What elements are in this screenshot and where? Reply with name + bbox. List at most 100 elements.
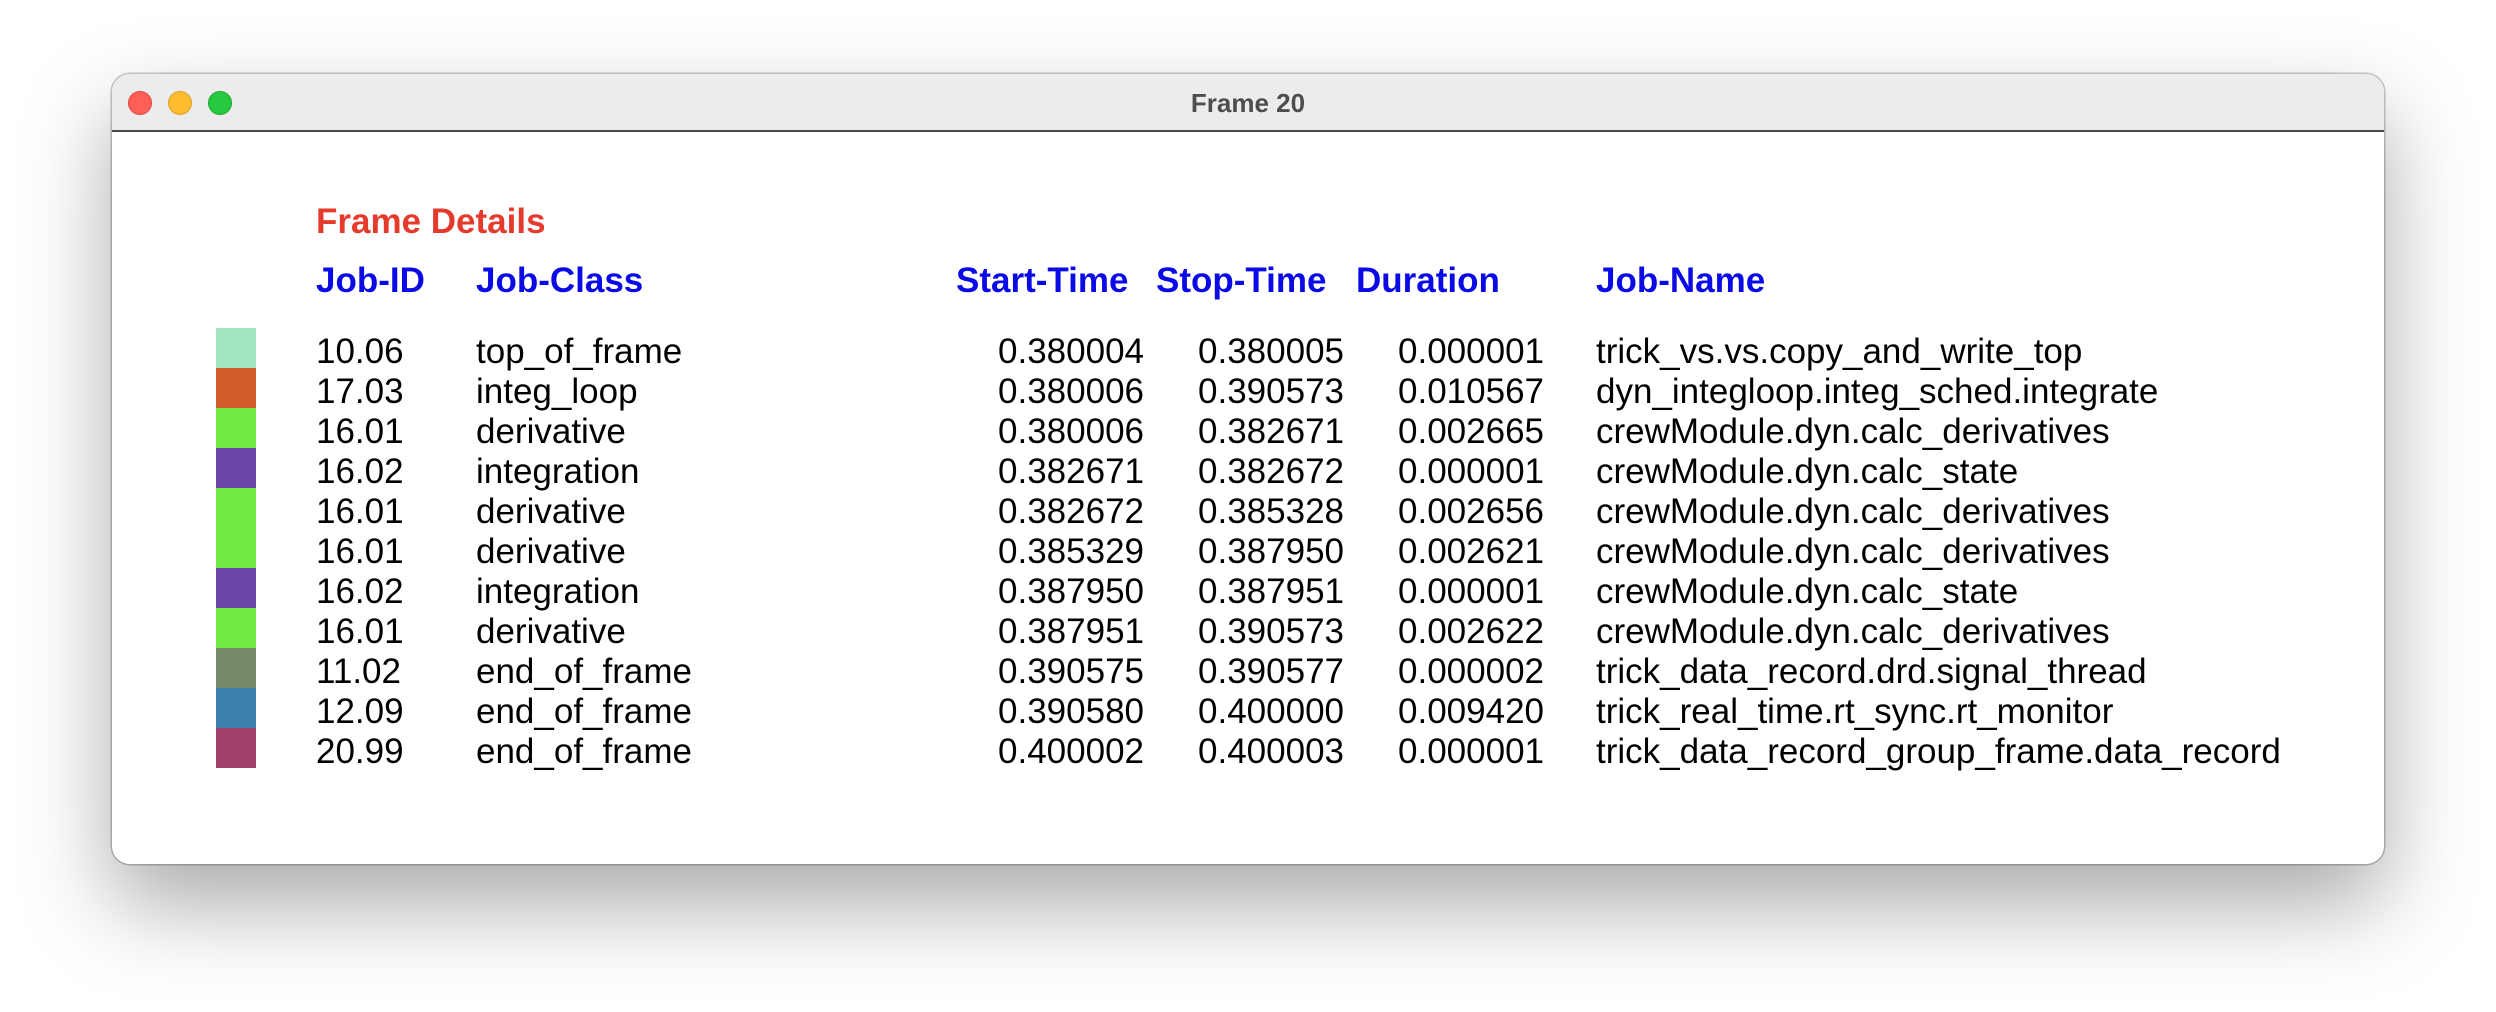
stop-time-cell: 0.380005 bbox=[1198, 332, 1344, 371]
job-name-cell: crewModule.dyn.calc_state bbox=[1596, 452, 2019, 491]
job-class-cell: end_of_frame bbox=[476, 652, 692, 691]
job-id-cell: 16.01 bbox=[316, 532, 404, 571]
stop-time-cell: 0.382672 bbox=[1198, 452, 1344, 491]
stop-time-cell: 0.387950 bbox=[1198, 532, 1344, 571]
job-name-cell: crewModule.dyn.calc_state bbox=[1596, 572, 2019, 611]
job-id-cell: 16.01 bbox=[316, 412, 404, 451]
header-start-time: Start-Time bbox=[956, 261, 1129, 300]
start-time-cell: 0.382672 bbox=[998, 492, 1144, 531]
job-name-cell: crewModule.dyn.calc_derivatives bbox=[1596, 612, 2110, 651]
job-class-cell: top_of_frame bbox=[476, 332, 683, 371]
job-row: 12.09 end_of_frame 0.390580 0.400000 0.00942… bbox=[112, 688, 2384, 731]
job-row: 16.01 derivative 0.387951 0.390573 0.002622 c… bbox=[112, 608, 2384, 651]
frame-details-panel: Frame Details Job-ID Job-Class Start-Tim… bbox=[112, 132, 2384, 864]
header-stop-time: Stop-Time bbox=[1156, 261, 1327, 300]
job-name-cell: dyn_integloop.integ_sched.integrate bbox=[1596, 372, 2159, 411]
job-id-cell: 16.01 bbox=[316, 492, 404, 531]
job-class-cell: derivative bbox=[476, 532, 626, 571]
zoom-window-button[interactable] bbox=[208, 91, 232, 115]
window-title: Frame 20 bbox=[1190, 88, 1306, 118]
duration-cell: 0.000001 bbox=[1398, 572, 1544, 611]
job-id-cell: 16.02 bbox=[316, 452, 404, 491]
job-row: 16.01 derivative 0.380006 0.382671 0.002665 c… bbox=[112, 408, 2384, 451]
job-row: 20.99 end_of_frame 0.400002 0.400003 0.00000… bbox=[112, 728, 2384, 771]
title-bar[interactable]: Frame 20 bbox=[112, 74, 2384, 132]
job-id-cell: 11.02 bbox=[316, 652, 401, 691]
start-time-cell: 0.380006 bbox=[998, 372, 1144, 411]
job-name-cell: trick_data_record.drd.signal_thread bbox=[1596, 652, 2147, 691]
job-color-swatch bbox=[216, 368, 256, 408]
job-color-swatch bbox=[216, 448, 256, 488]
job-id-cell: 16.01 bbox=[316, 612, 404, 651]
job-name-cell: trick_vs.vs.copy_and_write_top bbox=[1596, 332, 2083, 371]
start-time-cell: 0.390580 bbox=[998, 692, 1144, 731]
job-id-cell: 12.09 bbox=[316, 692, 404, 731]
duration-cell: 0.000002 bbox=[1398, 652, 1544, 691]
job-color-swatch bbox=[216, 688, 256, 728]
job-row: 11.02 end_of_frame 0.390575 0.390577 0.00000… bbox=[112, 648, 2384, 691]
minimize-window-button[interactable] bbox=[168, 91, 192, 115]
section-title: Frame Details bbox=[316, 202, 546, 241]
job-color-swatch bbox=[216, 328, 256, 368]
start-time-cell: 0.385329 bbox=[998, 532, 1144, 571]
job-row: 16.01 derivative 0.385329 0.387950 0.002621 c… bbox=[112, 528, 2384, 571]
job-name-cell: crewModule.dyn.calc_derivatives bbox=[1596, 532, 2110, 571]
stop-time-cell: 0.382671 bbox=[1198, 412, 1344, 451]
duration-cell: 0.002621 bbox=[1398, 532, 1544, 571]
job-name-cell: trick_data_record_group_frame.data_recor… bbox=[1596, 732, 2281, 771]
header-job-class: Job-Class bbox=[476, 261, 644, 300]
duration-cell: 0.000001 bbox=[1398, 452, 1544, 491]
job-name-cell: crewModule.dyn.calc_derivatives bbox=[1596, 412, 2110, 451]
duration-cell: 0.010567 bbox=[1398, 372, 1544, 411]
job-name-cell: crewModule.dyn.calc_derivatives bbox=[1596, 492, 2110, 531]
job-class-cell: integration bbox=[476, 572, 640, 611]
job-id-cell: 17.03 bbox=[316, 372, 404, 411]
job-color-swatch bbox=[216, 488, 256, 528]
start-time-cell: 0.400002 bbox=[998, 732, 1144, 771]
frame-window: Frame 20 Frame Details Job-ID Job-Class … bbox=[112, 74, 2384, 864]
job-id-cell: 20.99 bbox=[316, 732, 404, 771]
job-color-swatch bbox=[216, 528, 256, 568]
job-row: 16.02 integration 0.382671 0.382672 0.000001… bbox=[112, 448, 2384, 491]
job-row: 16.02 integration 0.387950 0.387951 0.000001… bbox=[112, 568, 2384, 611]
duration-cell: 0.002656 bbox=[1398, 492, 1544, 531]
duration-cell: 0.000001 bbox=[1398, 332, 1544, 371]
job-class-cell: derivative bbox=[476, 412, 626, 451]
job-color-swatch bbox=[216, 608, 256, 648]
start-time-cell: 0.387951 bbox=[998, 612, 1144, 651]
job-class-cell: integration bbox=[476, 452, 640, 491]
stop-time-cell: 0.390577 bbox=[1198, 652, 1344, 691]
job-color-swatch bbox=[216, 568, 256, 608]
job-id-cell: 10.06 bbox=[316, 332, 404, 371]
job-row: 10.06 top_of_frame 0.380004 0.380005 0.00000… bbox=[112, 328, 2384, 371]
job-class-cell: derivative bbox=[476, 492, 626, 531]
header-job-id: Job-ID bbox=[316, 261, 425, 300]
job-list: 10.06 top_of_frame 0.380004 0.380005 0.00000… bbox=[112, 132, 2384, 864]
stop-time-cell: 0.400003 bbox=[1198, 732, 1344, 771]
start-time-cell: 0.387950 bbox=[998, 572, 1144, 611]
job-class-cell: end_of_frame bbox=[476, 732, 692, 771]
stop-time-cell: 0.400000 bbox=[1198, 692, 1344, 731]
stop-time-cell: 0.390573 bbox=[1198, 372, 1344, 411]
start-time-cell: 0.382671 bbox=[998, 452, 1144, 491]
start-time-cell: 0.380006 bbox=[998, 412, 1144, 451]
job-color-swatch bbox=[216, 408, 256, 448]
job-row: 16.01 derivative 0.382672 0.385328 0.002656 c… bbox=[112, 488, 2384, 531]
duration-cell: 0.009420 bbox=[1398, 692, 1544, 731]
duration-cell: 0.002622 bbox=[1398, 612, 1544, 651]
job-color-swatch bbox=[216, 728, 256, 768]
start-time-cell: 0.380004 bbox=[998, 332, 1144, 371]
header-duration: Duration bbox=[1356, 261, 1500, 300]
job-id-cell: 16.02 bbox=[316, 572, 404, 611]
close-window-button[interactable] bbox=[128, 91, 152, 115]
duration-cell: 0.000001 bbox=[1398, 732, 1544, 771]
job-class-cell: integ_loop bbox=[476, 372, 638, 411]
stop-time-cell: 0.390573 bbox=[1198, 612, 1344, 651]
job-color-swatch bbox=[216, 648, 256, 688]
job-class-cell: derivative bbox=[476, 612, 626, 651]
stop-time-cell: 0.385328 bbox=[1198, 492, 1344, 531]
header-job-name: Job-Name bbox=[1596, 261, 1766, 300]
job-name-cell: trick_real_time.rt_sync.rt_monitor bbox=[1596, 692, 2114, 731]
stop-time-cell: 0.387951 bbox=[1198, 572, 1344, 611]
start-time-cell: 0.390575 bbox=[998, 652, 1144, 691]
